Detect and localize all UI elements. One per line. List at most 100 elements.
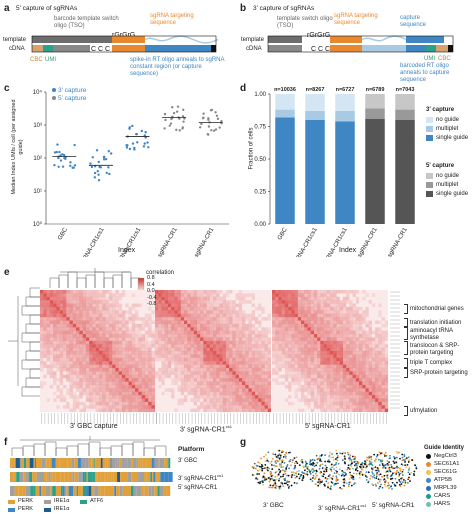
- g-umap-point: [270, 464, 273, 466]
- e-heatmap-cell: [342, 395, 347, 399]
- e-heatmap-cell: [174, 317, 178, 321]
- e-heatmap-cell: [301, 313, 305, 318]
- e-heatmap-cell: [184, 371, 188, 375]
- e-heatmap-cell: [56, 337, 60, 341]
- g-umap-point: [406, 481, 409, 484]
- g-umap-point: [370, 461, 373, 464]
- e-heatmap-cell: [203, 344, 207, 348]
- e-heatmap-cell: [235, 408, 239, 413]
- e-heatmap-cell: [177, 384, 181, 389]
- e-heatmap-cell: [141, 401, 145, 406]
- e-heatmap-cell: [213, 310, 217, 314]
- e-heatmap-cell: [112, 391, 116, 396]
- g-umap-point: [278, 453, 281, 456]
- e-heatmap-cell: [89, 303, 93, 308]
- e-heatmap-cell: [288, 296, 292, 301]
- e-heatmap-cell: [317, 398, 321, 402]
- e-heatmap-cell: [384, 351, 389, 355]
- e-heatmap-cell: [72, 344, 77, 348]
- e-heatmap-cell: [310, 310, 314, 314]
- f-bar-segment: [71, 458, 75, 468]
- e-heatmap-cell: [362, 330, 366, 335]
- e-heatmap-cell: [281, 354, 285, 358]
- f-bar-segment: [91, 486, 95, 496]
- e-heatmap-cell: [72, 334, 77, 338]
- e-heatmap-cell: [213, 357, 217, 362]
- e-heatmap-cell: [108, 347, 113, 352]
- e-heatmap-cell: [320, 306, 324, 311]
- e-heatmap-cell: [196, 296, 201, 301]
- e-heatmap-cell: [326, 374, 331, 379]
- c-point: [175, 128, 178, 132]
- e-heatmap-cell: [235, 296, 239, 301]
- e-heatmap-cell: [141, 364, 145, 369]
- e-heatmap-cell: [200, 337, 204, 341]
- e-heatmap-cell: [72, 320, 77, 324]
- e-heatmap-cell: [193, 371, 197, 375]
- e-heatmap-cell: [294, 388, 298, 392]
- e-heatmap-cell: [177, 330, 181, 335]
- e-heatmap-cell: [267, 347, 272, 352]
- e-heatmap-cell: [49, 340, 54, 345]
- f-legend-label: IRE1α: [54, 506, 70, 512]
- e-heatmap-cell: [355, 364, 360, 369]
- g-umap-point: [339, 452, 342, 455]
- e-heatmap-cell: [317, 340, 321, 345]
- e-heatmap-cell: [352, 357, 356, 362]
- g-umap-point: [389, 485, 392, 488]
- e-heatmap-cell: [144, 381, 149, 385]
- e-heatmap-cell: [46, 357, 50, 362]
- e-heatmap-cell: [141, 323, 145, 328]
- g-umap-point: [402, 478, 405, 481]
- e-heatmap-cell: [242, 384, 246, 389]
- e-heatmap-cell: [381, 391, 385, 396]
- e-heatmap-cell: [56, 347, 60, 352]
- e-heatmap-cell: [251, 391, 255, 396]
- e-heatmap-cell: [99, 303, 103, 308]
- e-heatmap-cell: [99, 395, 103, 399]
- e-heatmap-cell: [307, 347, 311, 352]
- e-heatmap-cell: [118, 306, 123, 311]
- g-umap-point: [253, 462, 256, 465]
- e-heatmap-cell: [346, 317, 350, 321]
- e-heatmap-cell: [180, 303, 185, 308]
- e-heatmap-cell: [264, 367, 268, 372]
- g-umap-point: [327, 485, 329, 488]
- e-heatmap-cell: [330, 337, 334, 341]
- e-heatmap-cell: [355, 395, 360, 399]
- e-heatmap-cell: [264, 378, 268, 382]
- e-heatmap-cell: [95, 361, 100, 365]
- e-heatmap-cell: [72, 330, 77, 335]
- e-heatmap-cell: [349, 388, 353, 392]
- e-heatmap-cell: [216, 296, 220, 301]
- e-heatmap-cell: [248, 354, 252, 358]
- e-heatmap-cell: [99, 306, 103, 311]
- e-heatmap-cell: [225, 327, 230, 331]
- e-heatmap-cell: [245, 354, 249, 358]
- g-umap-point: [379, 473, 382, 476]
- g-umap-point: [391, 481, 394, 484]
- g-umap-point: [397, 451, 400, 454]
- e-heatmap-cell: [378, 344, 382, 348]
- e-heatmap-cell: [82, 371, 86, 375]
- f-bar-segment: [100, 458, 103, 468]
- e-heatmap-cell: [229, 351, 233, 355]
- e-heatmap-cell: [291, 334, 295, 338]
- e-heatmap-cell: [174, 327, 178, 331]
- e-heatmap-cell: [297, 344, 302, 348]
- e-heatmap-cell: [187, 334, 191, 338]
- e-heatmap-cell: [375, 354, 379, 358]
- e-heatmap-cell: [144, 323, 149, 328]
- e-heatmap-cell: [317, 364, 321, 369]
- e-heatmap-cell: [365, 405, 369, 409]
- e-heatmap-cell: [144, 384, 149, 389]
- e-heatmap-cell: [148, 323, 152, 328]
- g-umap-point: [275, 487, 277, 490]
- g-umap-point: [397, 471, 400, 474]
- e-heatmap-cell: [118, 296, 123, 301]
- e-heatmap-cell: [209, 388, 214, 392]
- e-heatmap-cell: [339, 398, 343, 402]
- e-heatmap-cell: [288, 293, 292, 297]
- e-heatmap-cell: [222, 374, 226, 379]
- e-heatmap-cell: [190, 374, 194, 379]
